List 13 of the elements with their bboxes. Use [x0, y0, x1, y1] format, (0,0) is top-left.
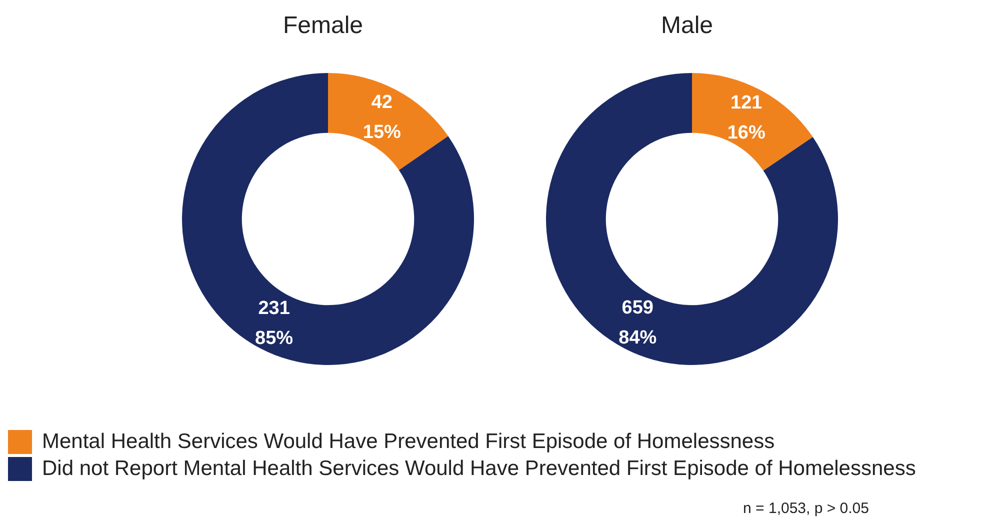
donut-slice	[692, 73, 813, 171]
legend-label: Did not Report Mental Health Services Would Have Prevented First Episode of Homelessness	[42, 456, 916, 480]
data-label: 121 16%	[727, 92, 766, 144]
donut-slice	[182, 73, 474, 365]
data-label: 231 85%	[255, 298, 294, 349]
chart-title: Female	[282, 12, 364, 40]
chart-title: Male	[660, 12, 714, 40]
data-label: 42 15%	[362, 92, 402, 144]
donut-slice	[546, 73, 838, 365]
legend-label: Mental Health Services Would Have Prevented First Episode of Homelessness	[42, 430, 775, 454]
data-label: 659 84%	[618, 298, 657, 349]
text: n = 1,053, p > 0.05	[743, 500, 869, 517]
donut-slice	[328, 73, 448, 170]
